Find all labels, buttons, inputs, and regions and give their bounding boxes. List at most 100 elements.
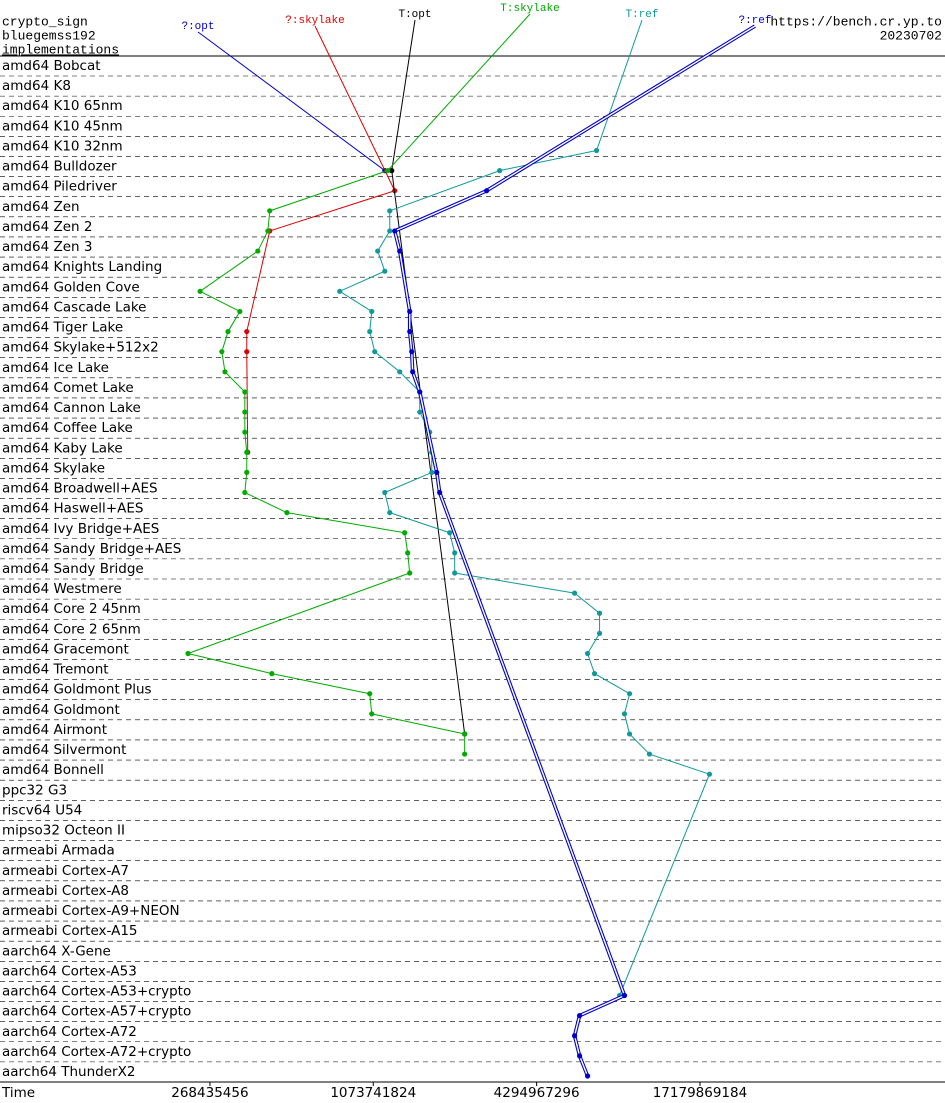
series-label: ?:ref: [738, 15, 771, 27]
category-label: mipso32 Octeon II: [2, 823, 125, 839]
series-segment: [377, 230, 391, 252]
series-segment: [244, 492, 288, 514]
series-segment: [587, 653, 596, 674]
data-point: [197, 288, 203, 294]
series-segment: [369, 311, 373, 332]
category-label: amd64 K10 65nm: [2, 98, 123, 114]
series-segment: [391, 19, 416, 171]
data-point: [462, 731, 468, 737]
series-segment: [389, 512, 450, 534]
category-label: amd64 Coffee Lake: [2, 420, 133, 436]
series-segment: [199, 290, 241, 312]
series-segment: [649, 753, 710, 775]
category-label: armeabi Cortex-A15: [2, 923, 138, 939]
category-label: amd64 Core 2 45nm: [2, 601, 141, 617]
data-point: [387, 228, 393, 234]
series-segment: [286, 512, 405, 534]
series-segment-inner: [399, 250, 411, 312]
data-point: [225, 328, 231, 335]
series-segment: [391, 170, 466, 735]
data-point: [369, 308, 375, 315]
series-label: ?:skylake: [285, 15, 344, 27]
series-segment-inner: [573, 1015, 581, 1036]
data-point: [462, 751, 468, 757]
series-segment: [377, 250, 386, 272]
series-segment-inner: [579, 994, 625, 1017]
category-label: amd64 Sandy Bridge: [2, 561, 144, 577]
data-point: [392, 228, 398, 234]
data-point: [222, 369, 228, 375]
data-point: [244, 469, 250, 475]
category-label: amd64 Comet Lake: [2, 380, 134, 396]
category-label: amd64 Piledriver: [2, 179, 117, 195]
data-point: [367, 691, 373, 697]
series-segment: [596, 19, 643, 151]
data-point: [706, 771, 713, 777]
category-label: amd64 Bobcat: [2, 58, 101, 74]
category-label: amd64 Ivy Bridge+AES: [2, 521, 159, 537]
data-point: [244, 349, 250, 355]
data-point: [387, 510, 393, 516]
data-point: [185, 650, 191, 657]
data-point: [452, 570, 458, 576]
series-segment-inner: [486, 25, 756, 192]
category-label: amd64 Tiger Lake: [2, 320, 123, 336]
category-label: amd64 Zen 2: [2, 219, 92, 235]
data-point: [437, 489, 443, 496]
series-segment: [374, 351, 401, 373]
data-point: [407, 328, 413, 335]
category-label: amd64 Zen: [2, 199, 80, 215]
data-point: [576, 1053, 583, 1059]
data-point: [369, 711, 375, 717]
category-label: amd64 Goldmont Plus: [2, 682, 152, 698]
category-label: amd64 Silvermont: [2, 742, 126, 758]
category-label: amd64 Skylake+512x2: [2, 340, 159, 356]
data-point: [267, 208, 273, 214]
series-segment: [339, 290, 373, 312]
data-point: [244, 328, 250, 335]
category-label: amd64 Ice Lake: [2, 360, 109, 376]
data-point: [434, 469, 440, 475]
series-segment-inner: [438, 492, 626, 996]
data-point: [447, 530, 453, 536]
data-point: [265, 228, 271, 234]
series-segment: [384, 471, 432, 493]
category-label: amd64 Tremont: [2, 662, 109, 678]
category-label: amd64 Bonnell: [2, 762, 104, 778]
series-segment: [407, 552, 411, 574]
data-point: [284, 510, 290, 516]
series-segment-inner: [578, 1055, 589, 1077]
series-segment-inner: [394, 190, 487, 232]
x-label: Time: [1, 1085, 35, 1101]
series-segment: [267, 210, 271, 232]
y-label: implementations: [2, 42, 119, 57]
series-segment: [271, 673, 370, 695]
series-segment-inner: [436, 472, 441, 493]
category-label: amd64 Cascade Lake: [2, 299, 147, 315]
series-segment: [227, 311, 241, 332]
category-label: amd64 Sandy Bridge+AES: [2, 541, 181, 557]
data-point: [593, 147, 600, 154]
category-label: armeabi Armada: [2, 843, 115, 859]
series-segment: [314, 25, 396, 191]
data-point: [242, 409, 248, 415]
data-point: [242, 489, 248, 496]
data-point: [596, 630, 603, 636]
series-segment: [384, 492, 391, 513]
data-point: [372, 349, 378, 355]
series-segment: [619, 774, 710, 996]
series-segment: [224, 371, 246, 393]
data-point: [242, 429, 248, 435]
series-segment: [369, 331, 376, 352]
data-point: [244, 449, 250, 455]
series-segment: [187, 652, 272, 675]
data-point: [621, 992, 628, 999]
series-segment: [399, 371, 421, 393]
data-point: [410, 369, 416, 375]
series-segment-inner: [411, 351, 414, 372]
category-label: amd64 Goldmont: [2, 702, 120, 718]
category-label: ppc32 G3: [2, 782, 67, 798]
category-label: aarch64 Cortex-A72: [2, 1024, 137, 1040]
category-label: amd64 Kaby Lake: [2, 440, 123, 456]
data-point: [405, 550, 411, 556]
